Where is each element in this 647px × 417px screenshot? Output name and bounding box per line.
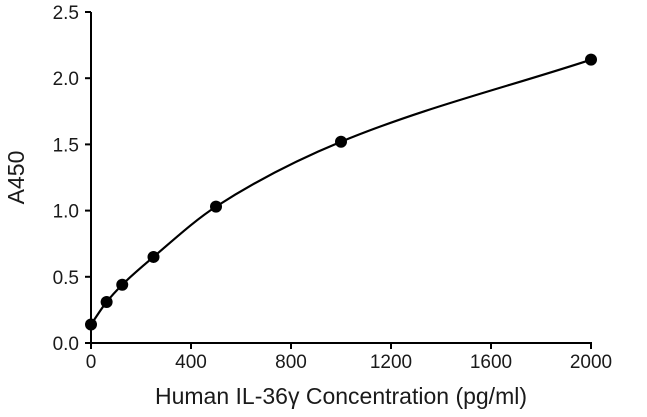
y-tick-label: 2.5 xyxy=(53,3,79,24)
y-axis-ticks: 0.0 0.5 1.0 1.5 2.0 2.5 xyxy=(53,3,91,355)
data-point xyxy=(335,135,347,148)
x-axis-ticks: 0 400 800 1200 1600 2000 xyxy=(86,343,612,373)
x-tick-label: 1600 xyxy=(470,352,512,373)
x-tick-label: 1200 xyxy=(370,352,412,373)
y-tick-label: 2.0 xyxy=(53,69,79,90)
y-tick-label: 1.5 xyxy=(53,135,79,156)
axes xyxy=(90,12,592,344)
x-tick-label: 0 xyxy=(86,352,97,373)
data-point xyxy=(147,250,160,263)
x-tick-label: 400 xyxy=(175,352,207,373)
x-axis-title: Human IL-36γ Concentration (pg/ml) xyxy=(155,383,527,409)
x-tick-label: 2000 xyxy=(570,352,612,373)
data-points xyxy=(85,53,597,331)
fit-curve xyxy=(90,58,592,326)
y-axis-title: A450 xyxy=(3,151,29,205)
data-point xyxy=(116,278,129,291)
y-tick-label: 0.5 xyxy=(53,268,79,289)
data-point xyxy=(210,200,222,213)
y-tick-label: 0.0 xyxy=(53,334,79,355)
y-tick-label: 1.0 xyxy=(53,202,79,223)
data-point xyxy=(100,295,113,308)
data-point xyxy=(85,318,97,331)
data-point xyxy=(585,53,597,66)
x-tick-label: 800 xyxy=(275,352,307,373)
